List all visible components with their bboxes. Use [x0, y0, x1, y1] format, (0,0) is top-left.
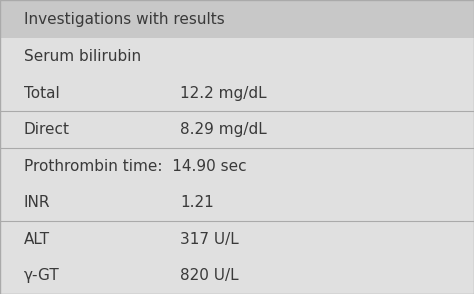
- Text: 8.29 mg/dL: 8.29 mg/dL: [180, 122, 267, 137]
- Text: Total: Total: [24, 86, 59, 101]
- Text: 820 U/L: 820 U/L: [180, 268, 239, 283]
- Text: γ-GT: γ-GT: [24, 268, 59, 283]
- Text: Prothrombin time:  14.90 sec: Prothrombin time: 14.90 sec: [24, 158, 246, 174]
- Text: Direct: Direct: [24, 122, 70, 137]
- Bar: [0, 0, 474, 38]
- Text: Serum bilirubin: Serum bilirubin: [24, 49, 141, 64]
- Text: 1.21: 1.21: [180, 195, 214, 210]
- Text: 12.2 mg/dL: 12.2 mg/dL: [180, 86, 267, 101]
- Text: ALT: ALT: [24, 232, 50, 247]
- Text: 317 U/L: 317 U/L: [180, 232, 239, 247]
- Text: INR: INR: [24, 195, 50, 210]
- Text: Investigations with results: Investigations with results: [24, 11, 225, 27]
